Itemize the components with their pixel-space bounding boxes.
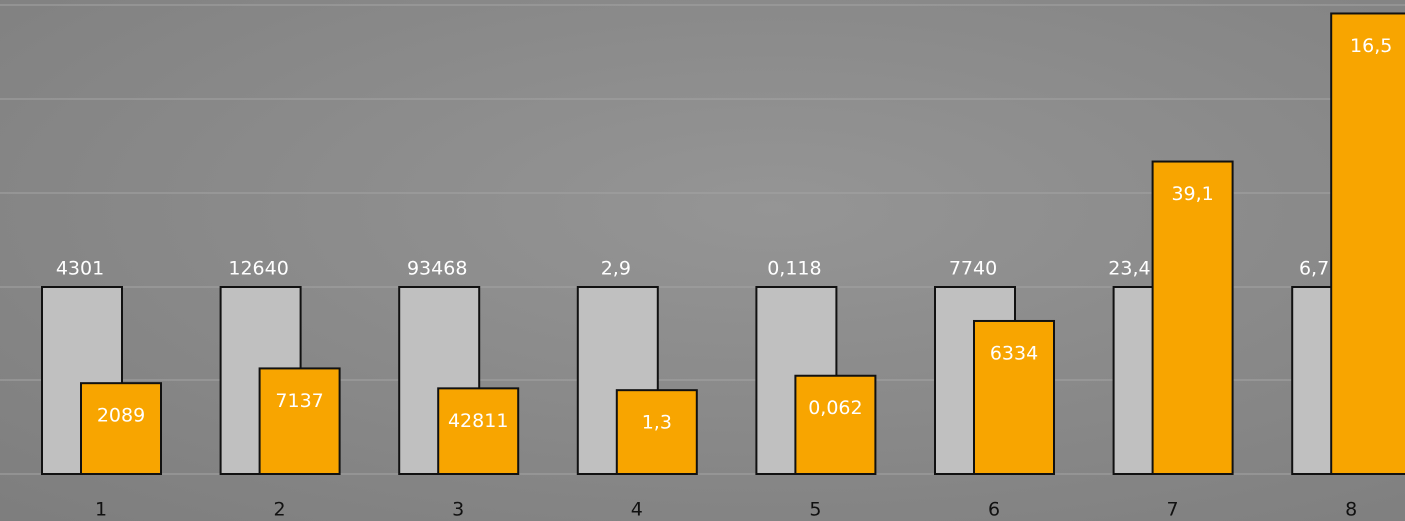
bar <box>258 367 341 475</box>
data-label: 2089 <box>97 405 145 427</box>
data-label: 93468 <box>407 258 467 280</box>
data-label: 6334 <box>990 342 1038 364</box>
data-label: 23,4 <box>1108 258 1150 280</box>
bar <box>1330 12 1405 476</box>
data-label: 4301 <box>56 258 104 280</box>
x-tick-label: 3 <box>452 499 464 521</box>
data-label: 7137 <box>275 390 323 412</box>
data-label: 6,7 <box>1299 258 1329 280</box>
x-tick-label: 5 <box>809 499 821 521</box>
bar <box>973 319 1055 475</box>
bar <box>437 387 520 476</box>
data-label: 16,5 <box>1350 35 1392 57</box>
data-label: 2,9 <box>601 258 631 280</box>
x-tick-label: 6 <box>988 499 1000 521</box>
data-label: 0,062 <box>808 397 862 419</box>
x-tick-label: 1 <box>95 499 107 521</box>
data-label: 12640 <box>228 258 288 280</box>
bar <box>1151 160 1234 476</box>
data-label: 0,118 <box>767 258 821 280</box>
data-label: 42811 <box>448 410 508 432</box>
data-label: 7740 <box>949 258 997 280</box>
bar <box>794 374 877 475</box>
x-tick-label: 4 <box>631 499 643 521</box>
data-label: 1,3 <box>642 412 672 434</box>
data-label: 39,1 <box>1171 183 1213 205</box>
x-tick-label: 7 <box>1167 499 1179 521</box>
x-tick-label: 2 <box>274 499 286 521</box>
bar <box>615 389 698 476</box>
x-tick-label: 8 <box>1345 499 1357 521</box>
bar <box>80 382 162 476</box>
